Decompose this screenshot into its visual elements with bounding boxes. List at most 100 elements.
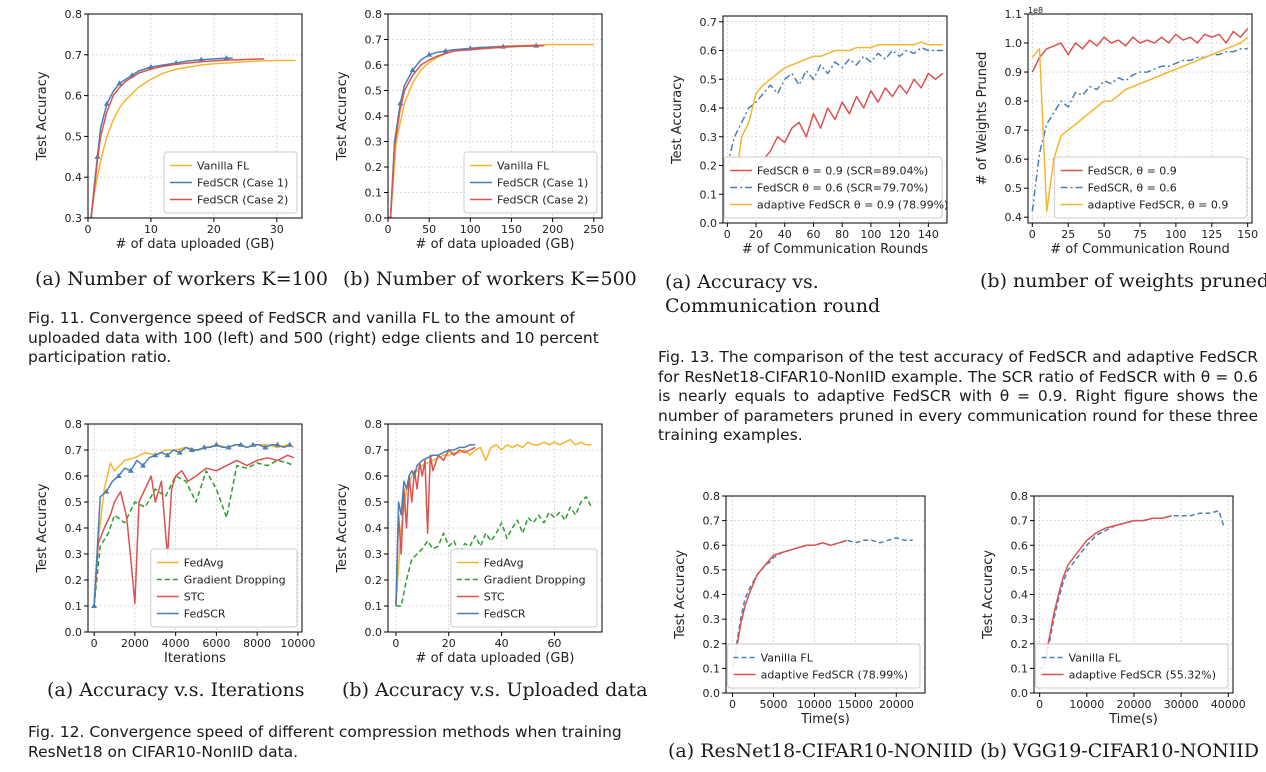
plot-frame (722, 15, 948, 224)
legend-label: FedSCR (184, 608, 226, 621)
y-axis-label: Test Accuracy (335, 71, 350, 161)
x-tick-label: 100 (860, 228, 881, 241)
x-axis-label: # of Communication Round (1050, 242, 1229, 257)
series-line-1 (90, 59, 296, 218)
y-tick-label: 0.7 (365, 444, 383, 457)
x-tick-label: 10000 (1069, 698, 1104, 711)
y-tick-label: 1.0 (1005, 37, 1023, 50)
series-marker (213, 441, 220, 447)
series-marker (176, 449, 183, 455)
legend-box (727, 643, 921, 689)
plot-frame (87, 13, 303, 219)
legend: Vanilla FL FedSCR (Case 1) FedSCR (Case 2) (163, 151, 298, 214)
y-tick-label: 0.3 (700, 131, 718, 144)
legend-label: Vanilla FL (497, 160, 550, 173)
series-line-3 (90, 58, 265, 218)
x-tick-label: 0 (392, 637, 399, 650)
y-tick-label: 0.6 (65, 470, 83, 483)
x-tick-label: 60 (547, 637, 561, 650)
legend-label: FedSCR (484, 608, 526, 621)
legend-label: FedSCR (Case 2) (497, 194, 588, 207)
legend-box (1054, 156, 1248, 219)
series-marker (103, 488, 110, 494)
x-tick-label: 6000 (202, 637, 230, 650)
y-tick-label: 0.4 (365, 522, 383, 535)
axis-scale-label: 1e8 (1028, 6, 1043, 15)
x-tick-label: 30000 (1164, 698, 1199, 711)
x-tick-label: 250 (583, 223, 604, 236)
x-tick-label: 150 (1237, 228, 1258, 241)
legend: Vanilla FL adaptive FedSCR (78.99%) (727, 643, 921, 689)
x-tick-label: 0 (1036, 698, 1043, 711)
y-tick-label: 0.4 (1011, 589, 1029, 602)
x-axis-label: # of data uploaded (GB) (416, 651, 575, 666)
chart-fig12b: 0 20 40 60 0.0 0.1 0.2 0.3 0.4 0.5 0.6 0.7 0.8 # of d… (330, 416, 610, 672)
y-tick-label: 0.2 (365, 161, 383, 174)
series-line-2 (731, 539, 848, 669)
y-tick-label: 0.4 (703, 589, 721, 602)
legend-label: FedSCR, θ = 0.6 (1088, 182, 1177, 195)
caption-fig12a: (a) Accuracy v.s. Iterations (47, 679, 305, 701)
y-tick-label: 0.7 (703, 515, 721, 528)
y-tick-label: 0.4 (65, 522, 83, 535)
y-tick-label: 0.5 (1011, 564, 1029, 577)
series-marker (237, 441, 244, 447)
series-line-3 (726, 41, 943, 195)
x-tick-label: 80 (835, 228, 849, 241)
x-tick-label: 20 (749, 228, 763, 241)
series-marker (152, 452, 159, 458)
x-tick-label: 40 (778, 228, 792, 241)
legend-label: adaptive FedSCR (55.32%) (1069, 669, 1216, 682)
y-tick-label: 0.8 (365, 8, 383, 21)
y-tick-label: 0.3 (65, 212, 83, 225)
legend-label: Gradient Dropping (184, 574, 286, 587)
legend-label: FedSCR (Case 1) (197, 177, 288, 190)
caption-fig12b: (b) Accuracy v.s. Uploaded data (342, 679, 648, 701)
series-line-4 (395, 444, 476, 607)
legend-label: STC (184, 591, 205, 604)
figure-caption-fig12: Fig. 12. Convergence speed of different … (28, 723, 622, 761)
y-tick-label: 0.4 (700, 102, 718, 115)
y-tick-label: 0.0 (365, 626, 383, 639)
series-line-2 (389, 44, 537, 218)
legend-label: Vanilla FL (197, 160, 250, 173)
x-tick-label: 4000 (162, 637, 190, 650)
legend-label: FedSCR, θ = 0.9 (1088, 165, 1177, 178)
y-tick-label: 0.3 (65, 548, 83, 561)
x-axis-label: Time(s) (1108, 712, 1158, 727)
x-tick-label: 40000 (1211, 698, 1246, 711)
x-tick-label: 8000 (243, 637, 271, 650)
chart-svg: 0 5000 10000 15000 20000 0.0 0.1 0.2 0.3 0.4 0.5 0.… (673, 490, 926, 727)
x-tick-label: 0 (385, 223, 392, 236)
legend-box (150, 548, 298, 628)
legend-label: adaptive FedSCR θ = 0.9 (78.99%) (757, 199, 948, 212)
series-marker (116, 80, 123, 86)
series-marker (409, 67, 416, 73)
series-line-3 (395, 446, 476, 607)
series-line-3 (1031, 36, 1249, 213)
y-tick-label: 0.5 (700, 73, 718, 86)
chart-fig14a: 0 5000 10000 15000 20000 0.0 0.1 0.2 0.3 0.4 0.5 0.… (668, 488, 933, 733)
series-marker (188, 447, 195, 452)
series-marker (147, 64, 154, 70)
y-tick-label: 0.6 (1005, 153, 1023, 166)
series-line-3 (389, 44, 545, 218)
y-tick-label: 0.3 (365, 136, 383, 149)
legend-label: FedAvg (484, 557, 524, 570)
x-tick-label: 0 (1029, 228, 1036, 241)
series-line-2 (395, 496, 593, 607)
x-axis-label: # of Communication Rounds (742, 242, 928, 257)
caption-fig14b: (b) VGG19-CIFAR10-NONIID (980, 740, 1259, 762)
chart-svg: 0 25 50 75 100 125 150 0.4 0.5 0.6 0.7 0.8 0.9 1.0 1.1… (975, 6, 1258, 257)
y-tick-label: 0.4 (1005, 211, 1023, 224)
x-tick-label: 75 (1133, 228, 1147, 241)
series-line-1 (1031, 28, 1249, 73)
y-tick-label: 0.9 (1005, 66, 1023, 79)
x-tick-label: 50 (1097, 228, 1111, 241)
y-tick-label: 0.7 (365, 34, 383, 47)
series-marker (442, 47, 449, 53)
series-marker (201, 444, 208, 450)
x-axis-label: # of data uploaded (GB) (116, 237, 275, 252)
legend-label: STC (484, 591, 505, 604)
legend-box (1035, 643, 1229, 689)
